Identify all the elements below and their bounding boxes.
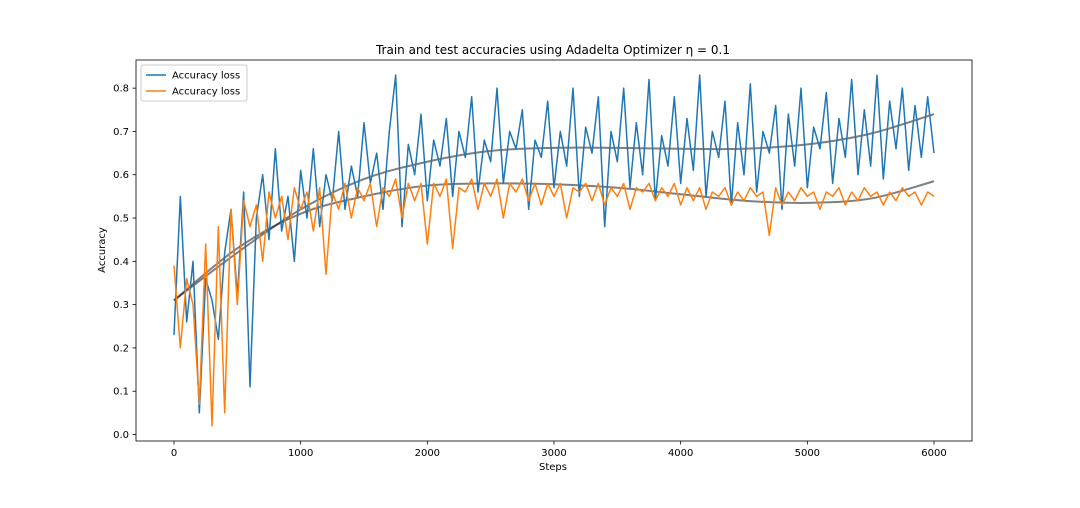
x-tick-label: 3000	[541, 448, 566, 459]
legend: Accuracy loss Accuracy loss	[140, 64, 248, 102]
x-tick-label: 4000	[668, 448, 693, 459]
legend-label: Accuracy loss	[172, 87, 240, 98]
y-tick-label: 0.3	[113, 300, 129, 311]
y-axis-label: Accuracy	[97, 227, 108, 273]
y-tick-label: 0.1	[113, 387, 129, 398]
x-axis: 0 1000 2000 3000 4000 5000 6000	[171, 441, 947, 459]
legend-label: Accuracy loss	[172, 71, 240, 82]
y-tick-label: 0.4	[113, 257, 129, 268]
x-tick-label: 6000	[921, 448, 946, 459]
x-tick-label: 2000	[415, 448, 440, 459]
series-line-train	[173, 74, 935, 414]
x-tick-label: 1000	[288, 448, 313, 459]
y-tick-label: 0.7	[113, 127, 129, 138]
chart-title: Train and test accuracies using Adadelta…	[375, 43, 730, 57]
legend-box	[140, 64, 248, 102]
y-tick-label: 0.5	[113, 214, 129, 225]
trend-line-2	[173, 180, 935, 302]
series-layer	[173, 74, 935, 427]
y-tick-label: 0.6	[113, 170, 129, 181]
x-tick-label: 5000	[795, 448, 820, 459]
series-line-test	[173, 178, 935, 427]
y-tick-label: 0.8	[113, 84, 129, 95]
y-tick-label: 0.0	[113, 430, 129, 441]
y-axis: 0.0 0.1 0.2 0.3 0.4 0.5 0.6 0.7 0.8	[113, 84, 136, 441]
x-tick-label: 0	[171, 448, 177, 459]
x-axis-label: Steps	[539, 462, 567, 473]
y-tick-label: 0.2	[113, 343, 129, 354]
